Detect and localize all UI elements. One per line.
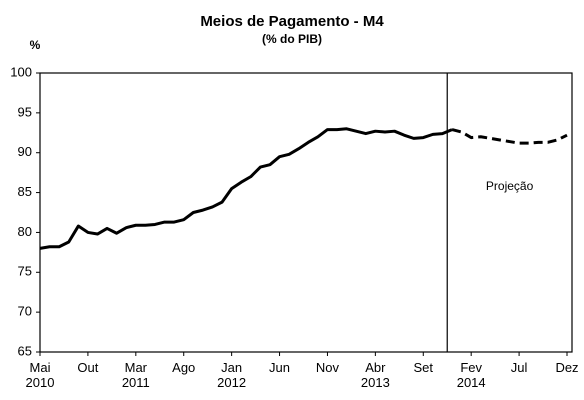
plot-frame — [39, 72, 573, 353]
x-tick-label: Mai 2010 — [25, 360, 55, 390]
chart-subtitle: (% do PIB) — [262, 32, 322, 46]
chart-title: Meios de Pagamento - M4 — [200, 13, 384, 30]
x-tick-label: Fev 2014 — [456, 360, 486, 390]
y-tick-label: 75 — [18, 264, 32, 279]
x-tick-label: Jul — [510, 360, 528, 375]
data-line — [39, 127, 453, 250]
x-tick-label: Jun — [269, 360, 291, 375]
y-tick-label: 100 — [10, 64, 32, 79]
annotation: Projeção — [486, 179, 534, 193]
x-tick-label: Set — [413, 360, 434, 375]
x-tick-label: Nov — [315, 360, 340, 375]
x-tick-label: Ago — [172, 360, 196, 375]
y-tick-label: 80 — [18, 224, 32, 239]
y-tick-label: 95 — [18, 104, 32, 119]
y-tick-label: 85 — [18, 184, 32, 199]
x-tick-label: Abr 2013 — [360, 360, 390, 390]
x-tick-label: Dez — [555, 360, 579, 375]
x-tick-label: Out — [77, 360, 99, 375]
x-tick-label: Jan 2012 — [217, 360, 247, 390]
y-axis-label: % — [30, 38, 41, 52]
y-tick-label: 65 — [18, 343, 32, 358]
y-tick-label: 90 — [18, 144, 32, 159]
y-tick-label: 70 — [18, 304, 32, 319]
x-tick-label: Mar 2011 — [121, 360, 150, 390]
projection-line — [451, 128, 568, 145]
